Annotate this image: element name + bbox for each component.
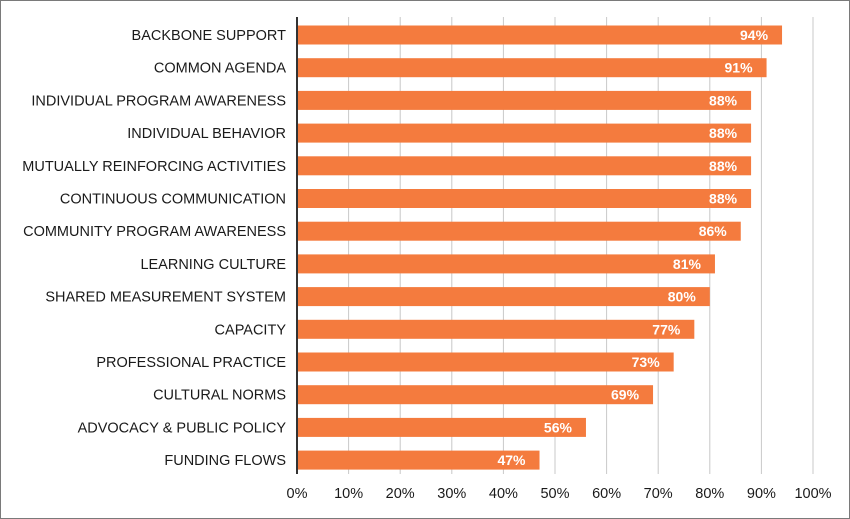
data-label: 91% [725, 60, 754, 76]
x-tick-label: 90% [747, 486, 776, 502]
data-label: 56% [544, 419, 573, 435]
data-label: 94% [740, 27, 769, 43]
bar [297, 352, 674, 372]
category-label: INDIVIDUAL PROGRAM AWARENESS [31, 93, 286, 109]
x-tick-label: 70% [644, 486, 673, 502]
category-label: LEARNING CULTURE [140, 257, 286, 273]
category-label: BACKBONE SUPPORT [132, 28, 287, 44]
x-tick-label: 50% [540, 486, 569, 502]
x-tick-label: 60% [592, 486, 621, 502]
data-label: 81% [673, 256, 702, 272]
bar [297, 58, 767, 78]
data-label: 77% [652, 321, 681, 337]
bar [297, 450, 540, 470]
category-labels: BACKBONE SUPPORT COMMON AGENDA INDIVIDUAL … [22, 28, 286, 469]
x-tick-label: 0% [287, 486, 308, 502]
category-label: SHARED MEASUREMENT SYSTEM [45, 290, 286, 306]
bars [297, 25, 783, 470]
bar [297, 123, 752, 143]
category-label: CULTURAL NORMS [153, 388, 286, 404]
category-label: CONTINUOUS COMMUNICATION [60, 192, 286, 208]
x-tick-labels: 0% 10% 20% 30% 40% 50% 60% 70% 80% 90% 100% [287, 486, 832, 502]
x-tick-label: 100% [794, 486, 831, 502]
x-tick-label: 40% [489, 486, 518, 502]
bar [297, 254, 715, 274]
data-label: 88% [709, 191, 738, 207]
bar [297, 385, 654, 405]
x-tick-label: 30% [437, 486, 466, 502]
data-label: 88% [709, 92, 738, 108]
data-labels: 94% 91% 88% 88% 88% 88% 86% 81% 80% 77% 73% 69% 56% 4… [497, 27, 768, 468]
data-label: 88% [709, 125, 738, 141]
data-label: 69% [611, 387, 640, 403]
bar [297, 319, 695, 339]
data-label: 86% [699, 223, 728, 239]
data-label: 80% [668, 289, 697, 305]
data-label: 88% [709, 158, 738, 174]
category-label: COMMUNITY PROGRAM AWARENESS [23, 224, 286, 240]
x-tick-label: 20% [386, 486, 415, 502]
data-label: 47% [497, 452, 526, 468]
bar [297, 221, 741, 241]
category-label: INDIVIDUAL BEHAVIOR [127, 126, 286, 142]
category-label: MUTUALLY REINFORCING ACTIVITIES [22, 159, 286, 175]
bar [297, 417, 586, 437]
category-label: ADVOCACY & PUBLIC POLICY [78, 420, 287, 436]
bar [297, 25, 783, 45]
x-tick-label: 80% [695, 486, 724, 502]
bar [297, 287, 710, 307]
bar [297, 156, 752, 176]
bar [297, 90, 752, 110]
data-label: 73% [632, 354, 661, 370]
category-label: COMMON AGENDA [154, 61, 286, 77]
gridlines [348, 17, 814, 474]
category-label: CAPACITY [215, 322, 287, 338]
x-tick-label: 10% [334, 486, 363, 502]
category-label: FUNDING FLOWS [164, 453, 286, 469]
bar [297, 189, 752, 208]
category-label: PROFESSIONAL PRACTICE [96, 355, 286, 371]
